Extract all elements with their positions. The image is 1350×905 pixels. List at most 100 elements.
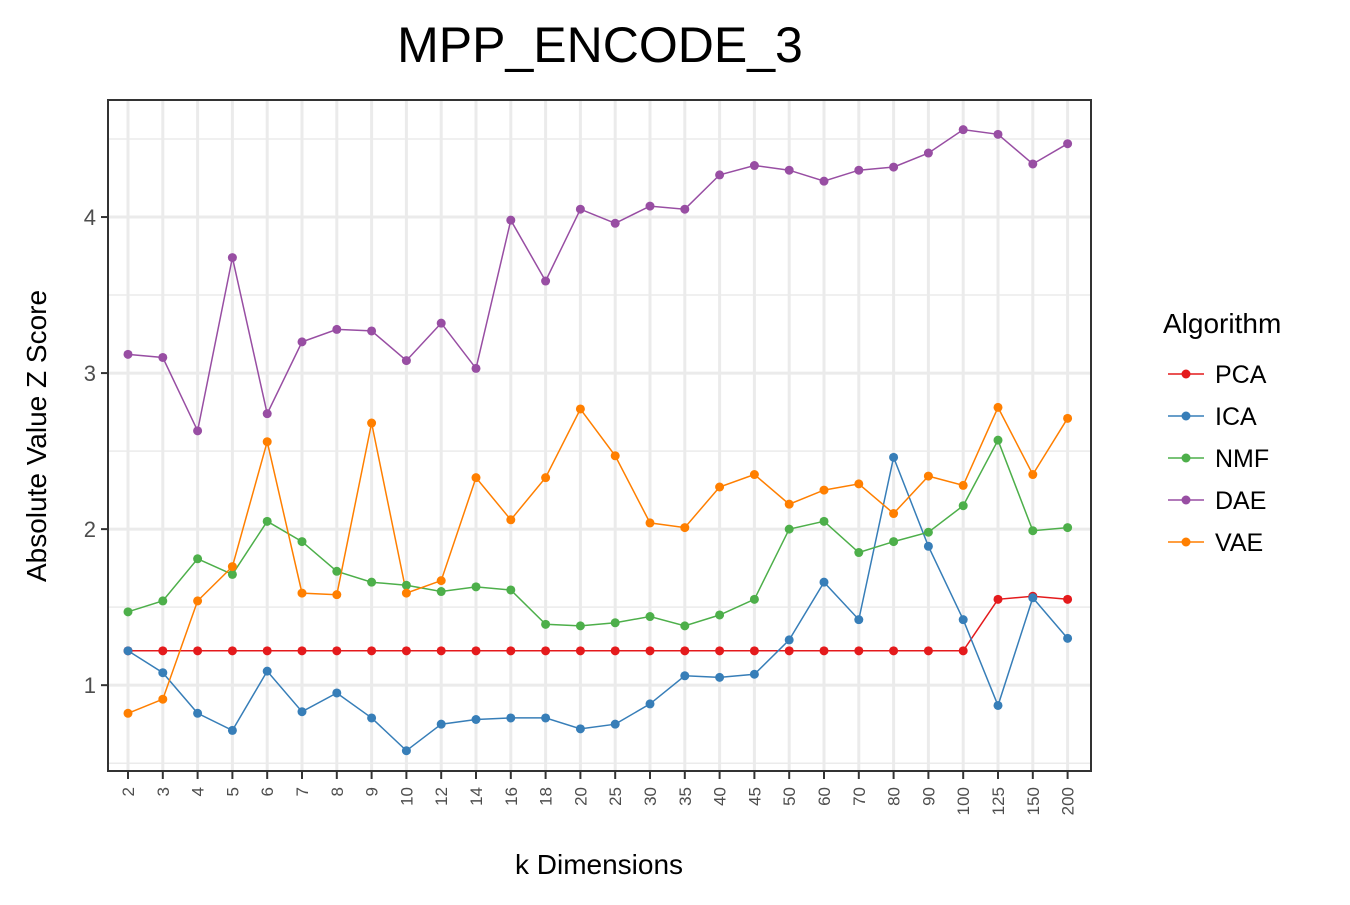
data-point-pca [923, 646, 933, 656]
x-tick-label: 9 [363, 787, 382, 796]
legend-point-vae [1181, 537, 1191, 547]
data-point-pca [471, 646, 481, 656]
data-point-ica [367, 713, 377, 723]
data-point-ica [1063, 633, 1073, 643]
series-line-pca [128, 595, 1068, 652]
data-point-nmf [227, 569, 237, 579]
data-point-nmf [958, 501, 968, 511]
data-point-dae [715, 170, 725, 180]
x-tick-label: 12 [432, 787, 451, 806]
x-tick-label: 40 [711, 787, 730, 806]
data-point-pca [1063, 594, 1073, 604]
data-point-vae [680, 523, 690, 533]
data-point-nmf [297, 537, 307, 547]
data-point-nmf [471, 582, 481, 592]
legend: Algorithm PCA ICA NMF DAE VAE [1163, 308, 1281, 557]
data-point-pca [854, 646, 864, 656]
y-tick-label: 2 [84, 517, 96, 542]
x-tick-label: 150 [1024, 787, 1043, 815]
data-point-vae [854, 479, 864, 489]
data-point-pca [889, 646, 899, 656]
legend-label-pca: PCA [1215, 361, 1267, 389]
data-point-ica [819, 577, 829, 587]
data-point-vae [123, 708, 133, 718]
data-point-pca [819, 646, 829, 656]
data-point-nmf [367, 577, 377, 587]
data-point-dae [401, 356, 411, 366]
data-point-dae [123, 349, 133, 359]
data-point-ica [158, 668, 168, 678]
series-line-vae [127, 405, 1069, 714]
data-point-pca [262, 646, 272, 656]
x-tick-label: 50 [780, 787, 799, 806]
data-point-vae [471, 473, 481, 483]
x-tick-label: 8 [328, 787, 347, 796]
series-line-ica [127, 454, 1069, 752]
data-point-ica [749, 669, 759, 679]
x-tick-label: 30 [641, 787, 660, 806]
data-point-dae [227, 253, 237, 263]
data-point-pca [297, 646, 307, 656]
data-point-vae [193, 596, 203, 606]
data-point-dae [1063, 139, 1073, 149]
data-point-ica [923, 541, 933, 551]
y-tick-label: 3 [84, 361, 96, 386]
data-point-pca [541, 646, 551, 656]
data-point-pca [401, 646, 411, 656]
data-point-vae [923, 471, 933, 481]
data-point-pca [784, 646, 794, 656]
data-point-nmf [923, 527, 933, 537]
data-point-nmf [193, 554, 203, 564]
plot-panel-border [107, 99, 1092, 772]
x-tick-label: 2 [119, 787, 138, 796]
data-point-dae [923, 148, 933, 158]
data-point-ica [471, 715, 481, 725]
data-point-vae [158, 694, 168, 704]
data-point-nmf [262, 516, 272, 526]
data-point-vae [993, 402, 1003, 412]
data-point-vae [819, 485, 829, 495]
data-point-ica [1028, 593, 1038, 603]
data-point-ica [332, 688, 342, 698]
x-tick-label: 70 [850, 787, 869, 806]
data-point-dae [645, 201, 655, 211]
x-tick-label: 7 [293, 787, 312, 796]
x-tick-label: 16 [502, 787, 521, 806]
x-axis-title: k Dimensions [515, 849, 683, 880]
data-point-ica [541, 713, 551, 723]
series-points [123, 125, 1073, 756]
data-point-ica [645, 699, 655, 709]
data-point-dae [889, 162, 899, 172]
x-tick-label: 45 [745, 787, 764, 806]
data-point-nmf [506, 585, 516, 595]
x-tick-label: 18 [537, 787, 556, 806]
data-point-dae [993, 129, 1003, 139]
data-point-pca [958, 646, 968, 656]
data-point-vae [332, 590, 342, 600]
y-axis: 1 2 3 4 [84, 205, 108, 698]
data-point-nmf [1028, 526, 1038, 536]
data-point-vae [645, 518, 655, 528]
data-point-vae [227, 562, 237, 572]
x-tick-label: 60 [815, 787, 834, 806]
legend-label-ica: ICA [1215, 403, 1257, 431]
data-point-vae [401, 588, 411, 598]
x-tick-label: 35 [676, 787, 695, 806]
data-point-nmf [575, 621, 585, 631]
data-point-nmf [715, 610, 725, 620]
data-point-ica [227, 725, 237, 735]
legend-point-ica [1181, 411, 1191, 421]
data-point-ica [784, 635, 794, 645]
data-point-ica [506, 713, 516, 723]
x-tick-label: 100 [954, 787, 973, 815]
data-point-ica [193, 708, 203, 718]
data-point-nmf [819, 516, 829, 526]
data-point-dae [471, 363, 481, 373]
data-point-dae [297, 337, 307, 347]
data-point-pca [680, 646, 690, 656]
data-point-pca [158, 646, 168, 656]
legend-point-nmf [1181, 453, 1191, 463]
data-point-pca [193, 646, 203, 656]
data-point-nmf [610, 618, 620, 628]
data-point-ica [436, 719, 446, 729]
